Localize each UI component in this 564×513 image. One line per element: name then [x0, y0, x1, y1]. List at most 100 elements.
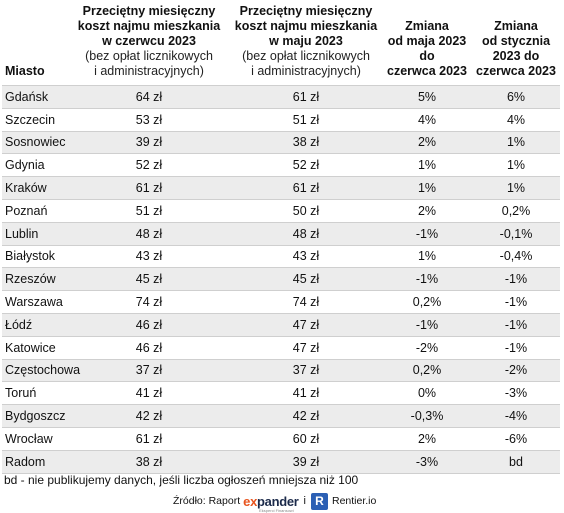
cell-city: Toruń — [2, 381, 68, 405]
cell-change-may: 2% — [382, 426, 472, 451]
cell-change-jan: 4% — [472, 107, 560, 132]
rentier-logo-icon: R — [311, 492, 328, 510]
cell-change-may: 1% — [382, 244, 472, 268]
cell-city: Kraków — [2, 176, 68, 200]
source-label: Źródło: Raport — [173, 495, 241, 507]
cell-city: Radom — [2, 449, 68, 474]
cell-may: 41 zł — [230, 381, 382, 405]
table-row: Gdynia 52 zł 52 zł 1% 1% — [2, 153, 560, 177]
header-row: Miasto Przeciętny miesięczny koszt najmu… — [2, 4, 560, 86]
cell-may: 43 zł — [230, 244, 382, 268]
cell-change-jan: -1% — [472, 267, 560, 291]
cell-change-may: -1% — [382, 267, 472, 291]
cell-may: 50 zł — [230, 198, 382, 223]
cell-change-jan: bd — [472, 449, 560, 474]
table-row: Sosnowiec 39 zł 38 zł 2% 1% — [2, 130, 560, 154]
cell-city: Białystok — [2, 244, 68, 268]
cell-may: 45 zł — [230, 267, 382, 291]
table-row: Rzeszów 45 zł 45 zł -1% -1% — [2, 267, 560, 291]
cell-may: 39 zł — [230, 449, 382, 474]
table-row: Łódź 46 zł 47 zł -1% -1% — [2, 312, 560, 337]
cell-june: 46 zł — [68, 312, 230, 337]
cell-may: 48 zł — [230, 221, 382, 246]
cell-change-may: 0,2% — [382, 290, 472, 314]
cell-june: 64 zł — [68, 85, 230, 109]
cell-may: 61 zł — [230, 176, 382, 200]
cell-may: 51 zł — [230, 107, 382, 132]
cell-change-jan: -4% — [472, 404, 560, 428]
table-row: Kraków 61 zł 61 zł 1% 1% — [2, 176, 560, 200]
cell-may: 42 zł — [230, 404, 382, 428]
table-row: Gdańsk 64 zł 61 zł 5% 6% — [2, 85, 560, 109]
cell-may: 47 zł — [230, 335, 382, 360]
rentier-label: Rentier.io — [332, 495, 377, 507]
cell-city: Lublin — [2, 221, 68, 246]
cell-city: Poznań — [2, 198, 68, 223]
table-row: Radom 38 zł 39 zł -3% bd — [2, 449, 560, 474]
cell-change-may: 0,2% — [382, 358, 472, 382]
cell-change-may: 4% — [382, 107, 472, 132]
cell-may: 47 zł — [230, 312, 382, 337]
cell-change-jan: -0,1% — [472, 221, 560, 246]
cell-june: 43 zł — [68, 244, 230, 268]
cell-change-jan: -3% — [472, 381, 560, 405]
cell-may: 37 zł — [230, 358, 382, 382]
table-row: Katowice 46 zł 47 zł -2% -1% — [2, 335, 560, 360]
footnote: bd - nie publikujemy danych, jeśli liczb… — [4, 473, 359, 487]
cell-june: 51 zł — [68, 198, 230, 223]
cell-may: 52 zł — [230, 153, 382, 177]
header-change-jan: Zmiana od stycznia 2023 do czerwca 2023 — [476, 19, 556, 78]
header-city: Miasto — [5, 64, 45, 78]
cell-june: 42 zł — [68, 404, 230, 428]
cell-june: 41 zł — [68, 381, 230, 405]
table-row: Poznań 51 zł 50 zł 2% 0,2% — [2, 198, 560, 223]
cell-city: Gdynia — [2, 153, 68, 177]
cell-city: Łódź — [2, 312, 68, 337]
cell-change-may: 1% — [382, 176, 472, 200]
cell-change-jan: -1% — [472, 290, 560, 314]
cell-change-may: -1% — [382, 221, 472, 246]
cell-june: 52 zł — [68, 153, 230, 177]
cell-change-jan: 1% — [472, 176, 560, 200]
cell-change-jan: -1% — [472, 312, 560, 337]
table-row: Wrocław 61 zł 60 zł 2% -6% — [2, 426, 560, 451]
cell-change-jan: 6% — [472, 85, 560, 109]
cell-city: Gdańsk — [2, 85, 68, 109]
cell-change-jan: -1% — [472, 335, 560, 360]
cell-city: Rzeszów — [2, 267, 68, 291]
table-row: Bydgoszcz 42 zł 42 zł -0,3% -4% — [2, 404, 560, 428]
cell-change-may: -3% — [382, 449, 472, 474]
source-separator: i — [303, 495, 306, 507]
table-row: Toruń 41 zł 41 zł 0% -3% — [2, 381, 560, 405]
cell-city: Warszawa — [2, 290, 68, 314]
table-row: Warszawa 74 zł 74 zł 0,2% -1% — [2, 290, 560, 314]
header-change-may: Zmiana od maja 2023 do czerwca 2023 — [387, 19, 467, 78]
cell-change-may: 0% — [382, 381, 472, 405]
rent-table-container: Miasto Przeciętny miesięczny koszt najmu… — [2, 4, 560, 474]
cell-change-jan: -6% — [472, 426, 560, 451]
cell-june: 39 zł — [68, 130, 230, 154]
cell-june: 61 zł — [68, 426, 230, 451]
cell-change-may: -0,3% — [382, 404, 472, 428]
cell-june: 48 zł — [68, 221, 230, 246]
cell-june: 45 zł — [68, 267, 230, 291]
cell-june: 38 zł — [68, 449, 230, 474]
cell-city: Bydgoszcz — [2, 404, 68, 428]
rent-table: Miasto Przeciętny miesięczny koszt najmu… — [2, 4, 560, 474]
cell-change-may: -1% — [382, 312, 472, 337]
header-may: Przeciętny miesięczny koszt najmu mieszk… — [234, 4, 378, 78]
cell-city: Katowice — [2, 335, 68, 360]
cell-june: 46 zł — [68, 335, 230, 360]
cell-change-jan: 1% — [472, 153, 560, 177]
cell-change-may: -2% — [382, 335, 472, 360]
cell-city: Sosnowiec — [2, 130, 68, 154]
cell-june: 53 zł — [68, 107, 230, 132]
table-row: Białystok 43 zł 43 zł 1% -0,4% — [2, 244, 560, 268]
table-row: Częstochowa 37 zł 37 zł 0,2% -2% — [2, 358, 560, 382]
cell-may: 38 zł — [230, 130, 382, 154]
cell-june: 61 zł — [68, 176, 230, 200]
cell-change-jan: 1% — [472, 130, 560, 154]
table-row: Szczecin 53 zł 51 zł 4% 4% — [2, 107, 560, 132]
cell-may: 60 zł — [230, 426, 382, 451]
cell-change-jan: -2% — [472, 358, 560, 382]
